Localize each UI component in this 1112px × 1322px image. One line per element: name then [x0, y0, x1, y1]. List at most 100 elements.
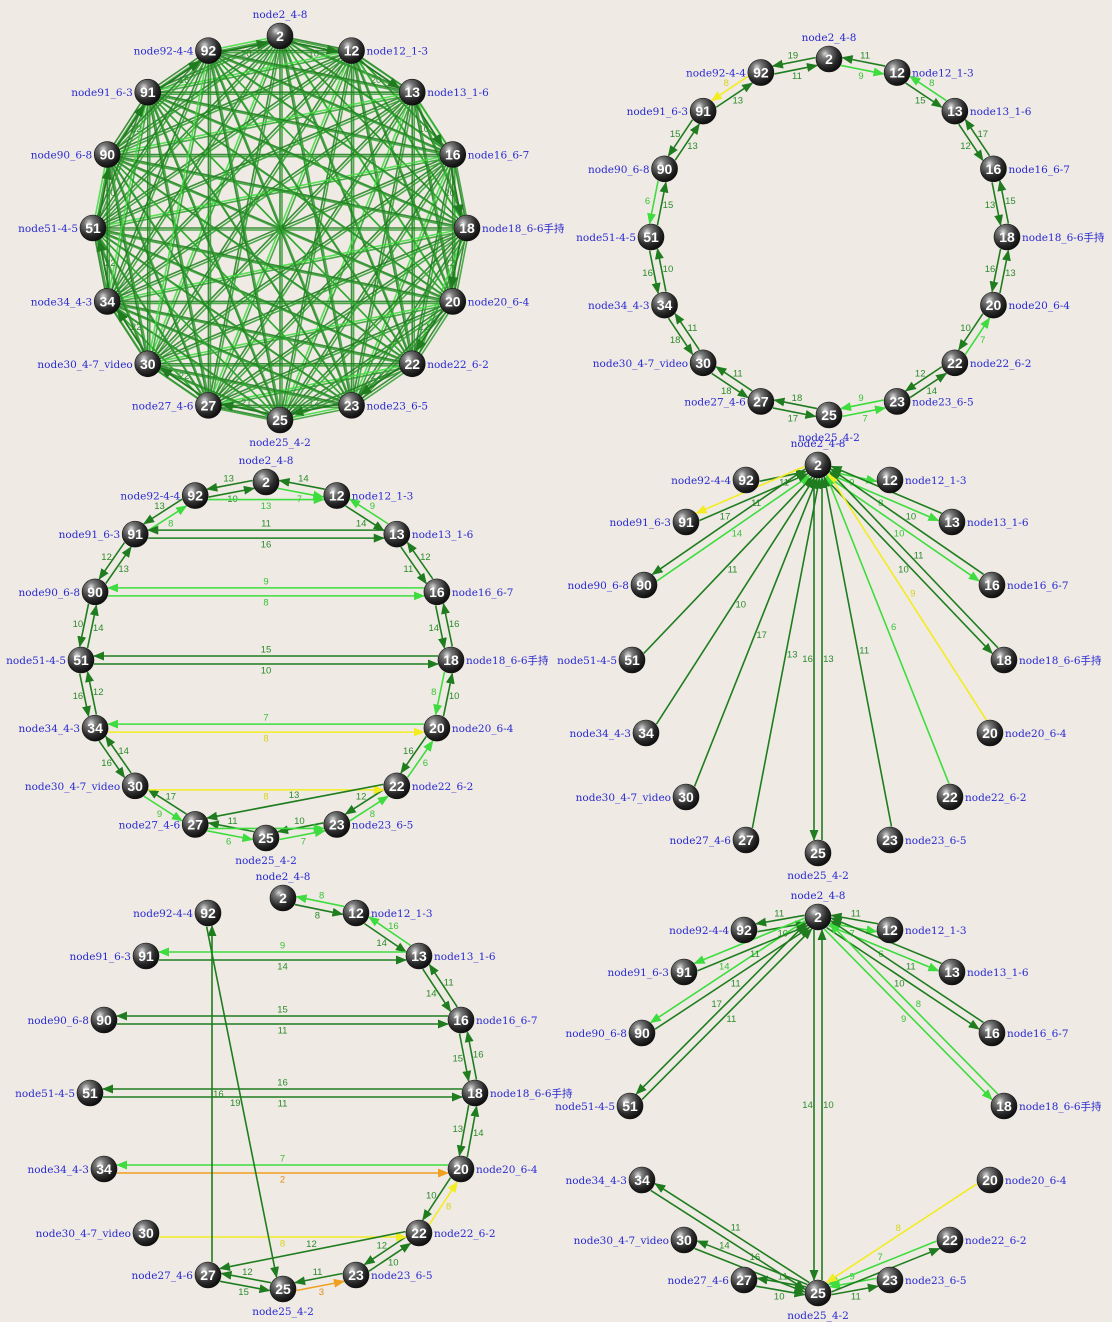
- node-ball[interactable]: [876, 1266, 904, 1294]
- node-23[interactable]: 23 node23_6-5: [876, 826, 967, 854]
- node-ball[interactable]: [266, 22, 294, 50]
- node-ball[interactable]: [883, 388, 911, 415]
- node-ball[interactable]: [269, 884, 297, 912]
- node-16[interactable]: 16 node16_6-7: [423, 578, 514, 606]
- node-ball[interactable]: [804, 903, 832, 931]
- node-ball[interactable]: [132, 942, 160, 970]
- node-ball[interactable]: [439, 288, 467, 315]
- node-22[interactable]: 22 node22_6-2: [398, 350, 489, 378]
- node-20[interactable]: 20 node20_6-4: [423, 714, 514, 742]
- node-ball[interactable]: [453, 214, 481, 242]
- node-ball[interactable]: [195, 37, 222, 64]
- node-92[interactable]: 92 node92-4-4: [134, 37, 222, 64]
- node-25[interactable]: 25 node25_4-2: [235, 824, 297, 867]
- node-ball[interactable]: [194, 1261, 222, 1289]
- node-20[interactable]: 20 node20_6-4: [439, 288, 530, 315]
- node-ball[interactable]: [876, 916, 904, 944]
- node-13[interactable]: 13 node13_1-6: [398, 78, 489, 106]
- node-ball[interactable]: [616, 1092, 644, 1120]
- node-22[interactable]: 22 node22_6-2: [936, 1226, 1027, 1254]
- node-ball[interactable]: [181, 482, 209, 509]
- node-51[interactable]: 51 node51-4-5: [557, 646, 646, 674]
- node-ball[interactable]: [90, 1155, 118, 1183]
- node-ball[interactable]: [181, 811, 209, 838]
- node-20[interactable]: 20 node20_6-4: [976, 1166, 1067, 1194]
- node-ball[interactable]: [383, 772, 411, 800]
- node-30[interactable]: 30 node30_4-7_video: [36, 1219, 160, 1247]
- node-27[interactable]: 27 node27_4-6: [684, 388, 775, 415]
- node-30[interactable]: 30 node30_4-7_video: [576, 783, 700, 811]
- node-ball[interactable]: [672, 783, 700, 811]
- node-25[interactable]: 25 node25_4-2: [787, 1279, 849, 1322]
- node-ball[interactable]: [980, 291, 1007, 319]
- node-2[interactable]: 2 node2_4-8: [791, 890, 846, 931]
- node-12[interactable]: 12 node12_1-3: [883, 59, 974, 86]
- node-34[interactable]: 34 node34_4-3: [565, 1166, 656, 1194]
- node-ball[interactable]: [338, 37, 365, 64]
- node-ball[interactable]: [990, 1092, 1018, 1120]
- node-ball[interactable]: [323, 811, 351, 838]
- node-27[interactable]: 27 node27_4-6: [669, 826, 760, 854]
- node-ball[interactable]: [630, 571, 658, 599]
- node-ball[interactable]: [252, 824, 280, 852]
- node-ball[interactable]: [618, 646, 646, 674]
- node-ball[interactable]: [342, 899, 370, 927]
- node-30[interactable]: 30 node30_4-7_video: [37, 350, 162, 378]
- node-92[interactable]: 92 node92-4-4: [686, 59, 775, 86]
- node-12[interactable]: 12 node12_1-3: [323, 482, 414, 509]
- node-ball[interactable]: [670, 958, 698, 986]
- node-ball[interactable]: [342, 1261, 370, 1289]
- node-12[interactable]: 12 node12_1-3: [342, 899, 433, 927]
- node-ball[interactable]: [194, 899, 222, 927]
- node-20[interactable]: 20 node20_6-4: [447, 1155, 538, 1183]
- node-51[interactable]: 51 node51-4-5: [6, 646, 95, 674]
- node-27[interactable]: 27 node27_4-6: [131, 1261, 222, 1289]
- node-ball[interactable]: [941, 97, 969, 125]
- node-ball[interactable]: [941, 349, 969, 377]
- node-90[interactable]: 90 node90_6-8: [588, 155, 678, 183]
- node-ball[interactable]: [461, 1079, 489, 1107]
- node-2[interactable]: 2 node2_4-8: [253, 9, 308, 50]
- node-ball[interactable]: [132, 1219, 160, 1247]
- node-ball[interactable]: [447, 1155, 475, 1183]
- node-ball[interactable]: [134, 78, 162, 106]
- node-18[interactable]: 18 node18_6-6手持: [990, 1092, 1102, 1120]
- node-25[interactable]: 25 node25_4-2: [252, 1275, 314, 1318]
- node-ball[interactable]: [195, 392, 222, 419]
- node-25[interactable]: 25 node25_4-2: [798, 401, 860, 444]
- node-ball[interactable]: [81, 714, 109, 742]
- node-ball[interactable]: [938, 508, 966, 536]
- node-ball[interactable]: [90, 1006, 118, 1034]
- node-ball[interactable]: [338, 392, 365, 419]
- node-ball[interactable]: [439, 141, 467, 168]
- node-30[interactable]: 30 node30_4-7_video: [25, 772, 149, 800]
- node-ball[interactable]: [670, 1226, 698, 1254]
- node-2[interactable]: 2 node2_4-8: [791, 438, 846, 479]
- node-34[interactable]: 34 node34_4-3: [31, 288, 121, 315]
- node-ball[interactable]: [81, 578, 109, 606]
- node-ball[interactable]: [980, 155, 1007, 183]
- node-ball[interactable]: [936, 783, 964, 811]
- node-ball[interactable]: [815, 401, 843, 429]
- node-2[interactable]: 2 node2_4-8: [802, 32, 857, 73]
- node-ball[interactable]: [672, 508, 700, 536]
- node-ball[interactable]: [76, 1079, 104, 1107]
- node-18[interactable]: 18 node18_6-6手持: [461, 1079, 573, 1107]
- node-13[interactable]: 13 node13_1-6: [938, 958, 1029, 986]
- node-90[interactable]: 90 node90_6-8: [31, 141, 121, 168]
- node-ball[interactable]: [978, 1019, 1006, 1047]
- node-34[interactable]: 34 node34_4-3: [569, 719, 660, 747]
- node-23[interactable]: 23 node23_6-5: [876, 1266, 967, 1294]
- node-ball[interactable]: [134, 350, 162, 378]
- node-22[interactable]: 22 node22_6-2: [936, 783, 1027, 811]
- node-51[interactable]: 51 node51-4-5: [576, 223, 665, 251]
- node-25[interactable]: 25 node25_4-2: [249, 406, 311, 449]
- node-23[interactable]: 23 node23_6-5: [323, 811, 414, 838]
- node-ball[interactable]: [423, 714, 451, 742]
- node-51[interactable]: 51 node51-4-5: [555, 1092, 644, 1120]
- node-ball[interactable]: [732, 466, 760, 494]
- node-ball[interactable]: [423, 578, 451, 606]
- node-ball[interactable]: [637, 223, 665, 251]
- node-ball[interactable]: [121, 520, 149, 548]
- node-18[interactable]: 18 node18_6-6手持: [993, 223, 1105, 251]
